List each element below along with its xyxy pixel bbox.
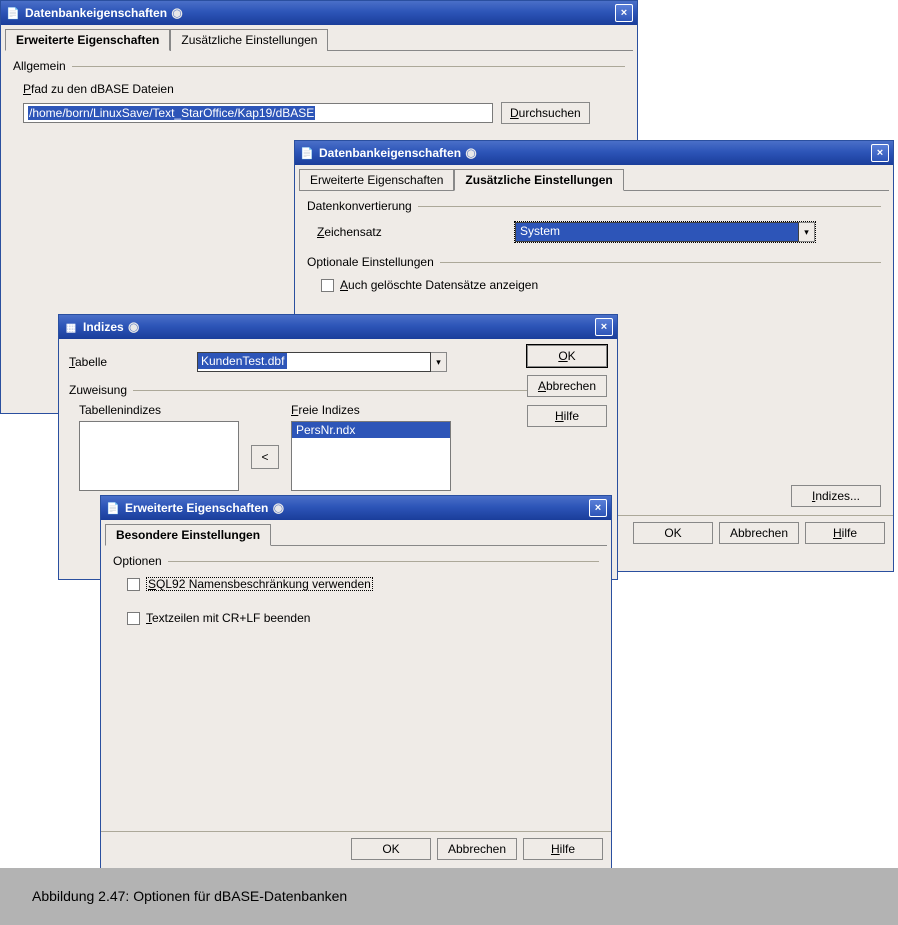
cancel-button[interactable]: Abbrechen bbox=[527, 375, 607, 397]
swirl-icon: ◉ bbox=[463, 145, 479, 161]
table-indizes-label: Tabellenindizes bbox=[79, 403, 239, 417]
ok-button[interactable]: OK bbox=[633, 522, 713, 544]
tab-body: Optionen SQL92 Namensbeschränkung verwen… bbox=[105, 545, 607, 831]
table-indizes-list[interactable] bbox=[79, 421, 239, 491]
window-icon: 📄 bbox=[5, 5, 21, 21]
swirl-icon: ◉ bbox=[270, 500, 286, 516]
tab-row: Erweiterte Eigenschaften Zusätzliche Ein… bbox=[295, 165, 893, 190]
table-label: Tabelle bbox=[69, 355, 189, 369]
free-indizes-label: Freie Indizes bbox=[291, 403, 451, 417]
extended-props-window: 📄 Erweiterte Eigenschaften ◉ × Besondere… bbox=[100, 495, 612, 873]
checkbox-sql92[interactable] bbox=[127, 578, 140, 591]
titlebar[interactable]: 📄 Datenbankeigenschaften ◉ × bbox=[1, 1, 637, 25]
window-icon: 📄 bbox=[105, 500, 121, 516]
window-title: Erweiterte Eigenschaften bbox=[125, 501, 268, 515]
charset-label: Zeichensatz bbox=[317, 225, 507, 239]
group-optionen: Optionen SQL92 Namensbeschränkung verwen… bbox=[113, 554, 599, 628]
path-input[interactable]: /home/born/LinuxSave/Text_StarOffice/Kap… bbox=[23, 103, 493, 123]
move-left-button[interactable]: < bbox=[251, 445, 279, 469]
titlebar[interactable]: ▦ Indizes ◉ × bbox=[59, 315, 617, 339]
browse-button[interactable]: Durchsuchen bbox=[501, 102, 590, 124]
free-indizes-list[interactable]: PersNr.ndx bbox=[291, 421, 451, 491]
charset-value: System bbox=[515, 222, 799, 242]
swirl-icon: ◉ bbox=[169, 5, 185, 21]
tab-special-settings[interactable]: Besondere Einstellungen bbox=[105, 524, 271, 546]
tab-body: Allgemein Pfad zu den dBASE Dateien /hom… bbox=[5, 50, 633, 145]
titlebar[interactable]: 📄 Datenbankeigenschaften ◉ × bbox=[295, 141, 893, 165]
checkbox-show-deleted-label: Auch gelöschte Datensätze anzeigen bbox=[340, 278, 538, 292]
titlebar[interactable]: 📄 Erweiterte Eigenschaften ◉ × bbox=[101, 496, 611, 520]
charset-combo[interactable]: System ▾ bbox=[515, 222, 815, 242]
figure-caption-area: Abbildung 2.47: Optionen für dBASE-Daten… bbox=[0, 868, 898, 925]
close-icon[interactable]: × bbox=[615, 4, 633, 22]
tab-extended-props[interactable]: Erweiterte Eigenschaften bbox=[5, 29, 170, 51]
chevron-down-icon[interactable]: ▾ bbox=[431, 352, 447, 372]
cancel-button[interactable]: Abbrechen bbox=[719, 522, 799, 544]
help-button[interactable]: Hilfe bbox=[523, 838, 603, 860]
window-icon: 📄 bbox=[299, 145, 315, 161]
table-value: KundenTest.dbf bbox=[197, 352, 431, 372]
window-icon: ▦ bbox=[63, 319, 79, 335]
group-title: Optionale Einstellungen bbox=[307, 255, 440, 269]
tab-row: Erweiterte Eigenschaften Zusätzliche Ein… bbox=[1, 25, 637, 50]
checkbox-sql92-label: SQL92 Namensbeschränkung verwenden bbox=[146, 577, 373, 591]
ok-button[interactable]: OK bbox=[527, 345, 607, 367]
checkbox-show-deleted[interactable] bbox=[321, 279, 334, 292]
figure-caption: Abbildung 2.47: Optionen für dBASE-Daten… bbox=[32, 888, 347, 904]
group-optional-settings: Optionale Einstellungen Auch gelöschte D… bbox=[307, 255, 881, 295]
window-title: Indizes bbox=[83, 320, 124, 334]
path-label: Pfad zu den dBASE Dateien bbox=[23, 82, 174, 96]
list-item[interactable]: PersNr.ndx bbox=[292, 422, 450, 438]
close-icon[interactable]: × bbox=[595, 318, 613, 336]
group-title: Allgemein bbox=[13, 59, 72, 73]
window-title: Datenbankeigenschaften bbox=[25, 6, 167, 20]
table-combo[interactable]: KundenTest.dbf ▾ bbox=[197, 352, 447, 372]
checkbox-crlf[interactable] bbox=[127, 612, 140, 625]
close-icon[interactable]: × bbox=[589, 499, 607, 517]
checkbox-crlf-label: Textzeilen mit CR+LF beenden bbox=[146, 611, 310, 625]
group-title: Datenkonvertierung bbox=[307, 199, 418, 213]
indizes-button[interactable]: Indizes... bbox=[791, 485, 881, 507]
tab-extended-props[interactable]: Erweiterte Eigenschaften bbox=[299, 169, 454, 191]
group-title: Zuweisung bbox=[69, 383, 133, 397]
swirl-icon: ◉ bbox=[126, 319, 142, 335]
help-button[interactable]: Hilfe bbox=[527, 405, 607, 427]
group-title: Optionen bbox=[113, 554, 168, 568]
group-allgemein: Allgemein Pfad zu den dBASE Dateien /hom… bbox=[13, 59, 625, 127]
group-datenkonvertierung: Datenkonvertierung Zeichensatz System ▾ bbox=[307, 199, 881, 245]
cancel-button[interactable]: Abbrechen bbox=[437, 838, 517, 860]
tab-row: Besondere Einstellungen bbox=[101, 520, 611, 545]
ok-button[interactable]: OK bbox=[351, 838, 431, 860]
chevron-down-icon[interactable]: ▾ bbox=[799, 222, 815, 242]
tab-additional-settings[interactable]: Zusätzliche Einstellungen bbox=[454, 169, 623, 191]
tab-additional-settings[interactable]: Zusätzliche Einstellungen bbox=[170, 29, 328, 51]
window-title: Datenbankeigenschaften bbox=[319, 146, 461, 160]
dialog-button-row: OK Abbrechen Hilfe bbox=[101, 831, 611, 866]
help-button[interactable]: Hilfe bbox=[805, 522, 885, 544]
close-icon[interactable]: × bbox=[871, 144, 889, 162]
